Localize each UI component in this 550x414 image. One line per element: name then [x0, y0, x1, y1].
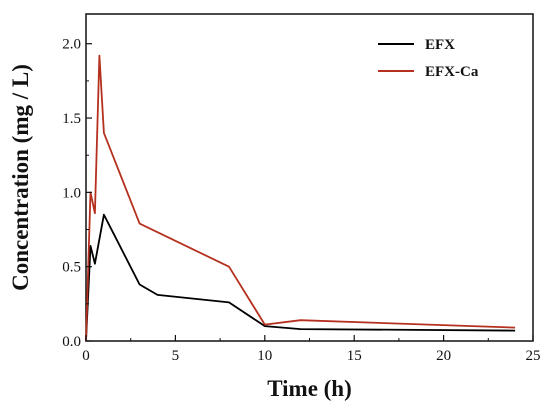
- x-tick-label: 20: [436, 348, 451, 364]
- legend-label-efx: EFX: [425, 37, 455, 53]
- x-axis-label: Time (h): [267, 376, 352, 401]
- series-line-efx: [85, 213, 516, 342]
- y-axis-label: Concentration (mg / L): [8, 64, 33, 291]
- legend-label-efx-ca: EFX-Ca: [425, 64, 479, 80]
- y-tick-label: 1.5: [62, 111, 81, 127]
- x-tick-label: 0: [82, 348, 90, 364]
- legend: EFX EFX-Ca: [378, 37, 479, 80]
- x-tick-label: 5: [172, 348, 180, 364]
- x-tick-label: 15: [347, 348, 362, 364]
- y-tick-label: 0.5: [62, 260, 81, 276]
- x-tick-label: 25: [526, 348, 541, 364]
- ticks-layer: 0 5 10 15 20 25 0.0 0.5 1.0 1.5 2.0: [62, 37, 540, 364]
- series-layer: [85, 54, 516, 342]
- x-tick-label: 10: [257, 348, 272, 364]
- y-tick-label: 1.0: [62, 185, 81, 201]
- series-line-efx-ca: [85, 54, 516, 342]
- y-tick-label: 2.0: [62, 37, 81, 53]
- y-tick-label: 0.0: [62, 334, 81, 350]
